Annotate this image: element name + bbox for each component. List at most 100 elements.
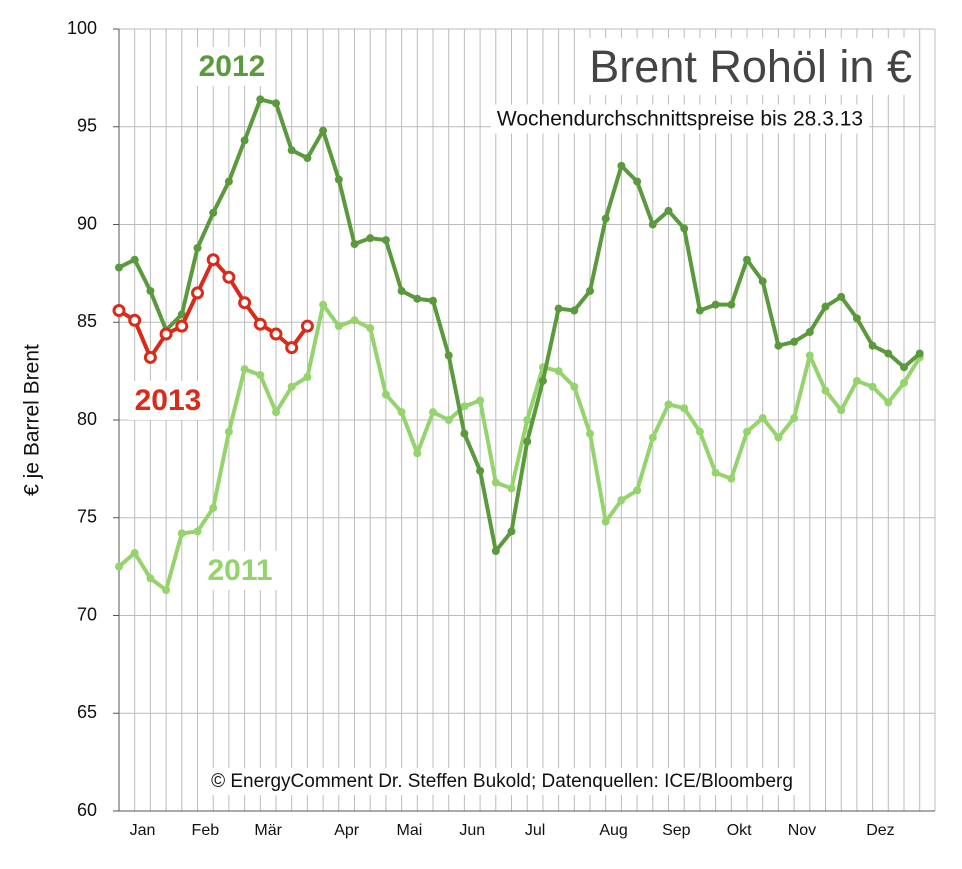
- point: [209, 208, 218, 217]
- point: [680, 224, 689, 233]
- x-tick-label: Nov: [788, 822, 816, 839]
- y-tick-label: 70: [77, 604, 97, 624]
- point: [617, 496, 626, 505]
- point: [115, 263, 123, 272]
- point: [319, 126, 328, 135]
- point: [538, 376, 547, 385]
- x-tick-label: Okt: [727, 822, 752, 839]
- grid: [118, 28, 936, 812]
- point: [821, 302, 830, 311]
- point: [130, 255, 139, 264]
- chart-subtitle-bg: [490, 104, 870, 134]
- y-tick-label: 85: [77, 311, 97, 331]
- point: [285, 341, 299, 355]
- point: [128, 313, 142, 327]
- point: [240, 136, 249, 145]
- point: [130, 548, 139, 557]
- point: [397, 408, 406, 417]
- chart-title: Brent Rohöl in €: [589, 41, 912, 92]
- point: [146, 574, 155, 583]
- point: [177, 310, 186, 319]
- point: [900, 378, 908, 387]
- y-tick-label: 60: [77, 800, 97, 820]
- point: [758, 414, 767, 423]
- x-tick-label: Mär: [254, 822, 282, 839]
- point: [444, 351, 453, 360]
- point: [680, 404, 689, 413]
- point: [350, 240, 359, 249]
- chart-subtitle: Wochendurchschnittspreise bis 28.3.13: [497, 108, 863, 131]
- point: [191, 286, 204, 300]
- point: [253, 317, 267, 331]
- point: [554, 304, 563, 313]
- point: [193, 527, 202, 536]
- series-label-bg: [192, 46, 272, 86]
- point: [162, 586, 171, 595]
- point: [146, 286, 155, 295]
- line: [117, 302, 922, 593]
- point: [727, 474, 736, 483]
- point: [491, 546, 500, 555]
- point: [586, 429, 594, 438]
- point: [852, 314, 861, 323]
- point: [175, 319, 189, 333]
- point: [821, 386, 830, 395]
- point: [272, 99, 280, 108]
- x-tick-label: Jun: [459, 822, 485, 839]
- point: [695, 306, 704, 315]
- point: [790, 337, 799, 346]
- series-label: 2011: [207, 554, 272, 587]
- series-label-bg: [201, 550, 279, 590]
- x-tick-label: Jul: [525, 822, 545, 839]
- point: [143, 350, 157, 364]
- x-tick-label: Feb: [192, 822, 220, 839]
- series-label-group: 2013: [128, 380, 208, 420]
- point: [633, 177, 642, 186]
- chart-title-bg: [583, 37, 918, 95]
- point: [884, 398, 893, 407]
- chart-subtitle-group: Wochendurchschnittspreise bis 28.3.13: [490, 104, 870, 134]
- point: [193, 243, 202, 252]
- point: [664, 400, 673, 409]
- point: [334, 322, 343, 331]
- point: [256, 95, 265, 104]
- point: [915, 349, 924, 358]
- point: [476, 396, 485, 405]
- point: [206, 253, 220, 267]
- line: [118, 97, 922, 553]
- x-tick-label: Apr: [334, 822, 360, 839]
- point: [115, 562, 123, 571]
- point: [617, 161, 626, 170]
- point: [758, 277, 767, 286]
- point: [112, 304, 126, 318]
- y-tick-label: 65: [77, 702, 97, 722]
- point: [269, 327, 283, 341]
- point: [711, 468, 720, 477]
- point: [272, 408, 280, 417]
- point: [601, 517, 610, 526]
- point: [805, 351, 814, 360]
- y-tick-label: 90: [77, 213, 97, 233]
- chart-title-group: Brent Rohöl in €: [583, 37, 918, 95]
- point: [224, 427, 233, 436]
- point: [397, 286, 406, 295]
- point: [648, 433, 657, 442]
- point: [648, 220, 657, 229]
- point: [413, 449, 422, 458]
- series-label-bg: [128, 380, 208, 420]
- source-note-bg: [205, 768, 799, 796]
- point: [224, 177, 233, 186]
- point: [570, 306, 579, 315]
- point: [319, 300, 328, 309]
- y-axis-label: € je Barrel Brent: [21, 344, 44, 496]
- point: [554, 367, 563, 376]
- source-note-group: © EnergyComment Dr. Steffen Bukold; Date…: [205, 768, 799, 796]
- point: [633, 486, 642, 495]
- point: [601, 214, 610, 223]
- point: [774, 433, 783, 442]
- point: [429, 296, 437, 305]
- point: [570, 382, 579, 391]
- point: [491, 478, 500, 487]
- point: [366, 234, 375, 243]
- x-tick-label: Jan: [130, 822, 156, 839]
